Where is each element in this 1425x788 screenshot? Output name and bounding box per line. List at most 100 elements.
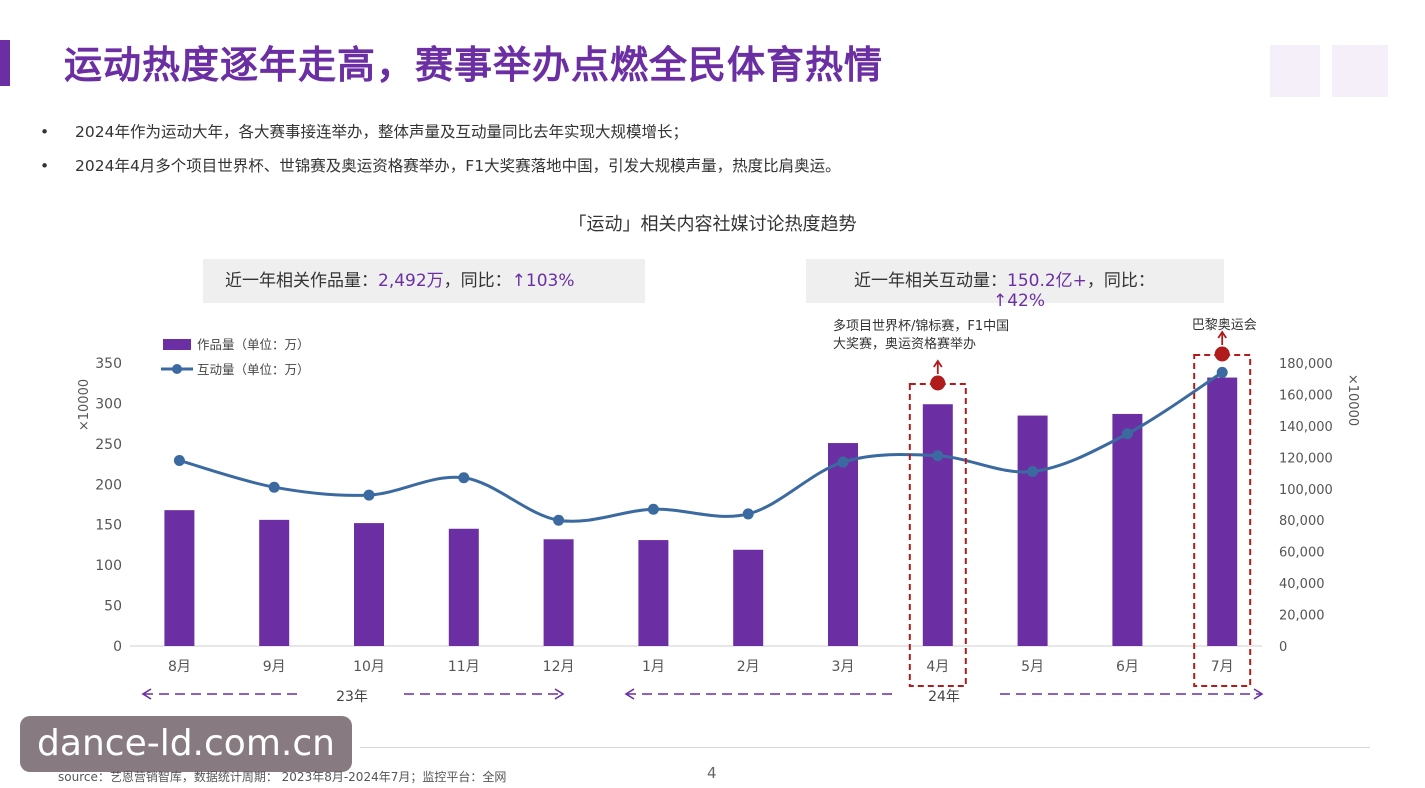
bar-works (638, 540, 669, 646)
right-tick-label: 120,000 (1279, 451, 1333, 466)
page-title: 运动热度逐年走高，赛事举办点燃全民体育热情 (64, 43, 884, 87)
right-tick-label: 20,000 (1279, 609, 1325, 624)
highlight-box (1193, 354, 1252, 687)
left-arrow-icon (141, 688, 152, 700)
interactions-yoy-label: ，同比： (1086, 271, 1155, 291)
left-tick-label: 50 (104, 599, 122, 615)
bar-works (164, 510, 195, 646)
bar-works (354, 523, 384, 646)
point-interactions (173, 454, 185, 466)
point-interactions (647, 503, 659, 515)
x-tick-label: 10月 (353, 659, 385, 675)
annotation-text: 多项目世界杯/锦标赛，F1中国 (833, 318, 1009, 334)
point-interactions (458, 472, 470, 484)
works-stat-value: 2,492万 (378, 271, 444, 291)
x-tick-label: 5月 (1021, 659, 1044, 675)
right-tick-label: 0 (1279, 640, 1287, 655)
bar-works (733, 549, 764, 646)
left-tick-label: 350 (95, 356, 122, 372)
left-arrow-icon (624, 688, 635, 700)
x-tick-label: 3月 (832, 659, 855, 675)
left-axis-label: ×10000 (77, 379, 92, 431)
right-tick-label: 100,000 (1279, 483, 1333, 498)
point-interactions (837, 456, 849, 468)
highlight-box (908, 383, 967, 687)
annotation-text: 巴黎奥运会 (1192, 318, 1257, 333)
works-growth: ↑103% (511, 271, 575, 291)
site-watermark: dance-ld.com.cn (20, 716, 352, 772)
point-interactions (268, 481, 280, 493)
right-tick-label: 40,000 (1279, 577, 1325, 592)
point-interactions (1121, 428, 1133, 440)
legend-swatch-bar (163, 339, 191, 350)
bar-works (448, 528, 479, 646)
right-arrow-icon (1253, 688, 1264, 700)
interactions-growth: ↑42% (993, 291, 1046, 311)
point-interactions (1027, 465, 1039, 477)
bullet-text: 2024年作为运动大年，各大赛事接连举办，整体声量及互动量同比去年实现大规模增长… (75, 123, 688, 141)
footer-divider (360, 747, 1370, 748)
right-tick-label: 140,000 (1279, 420, 1333, 435)
interactions-stat-box: 近一年相关互动量：150.2亿+，同比： (806, 259, 1224, 303)
page-number: 4 (707, 764, 717, 782)
legend-label: 互动量（单位：万） (197, 362, 310, 377)
logo-watermark-icon (1270, 45, 1388, 97)
works-stat-label: 近一年相关作品量： (225, 271, 378, 291)
up-arrow-icon (1217, 330, 1227, 339)
x-tick-label: 2月 (737, 659, 760, 675)
x-tick-label: 9月 (263, 659, 286, 675)
bar-works (1017, 415, 1048, 646)
bullet-item: • 2024年4月多个项目世界杯、世锦赛及奥运资格赛举办，F1大奖赛落地中国，引… (40, 152, 841, 186)
right-tick-label: 160,000 (1279, 388, 1333, 403)
works-stat-box: 近一年相关作品量：2,492万，同比：↑103% (203, 259, 645, 303)
highlight-marker (1214, 346, 1230, 362)
left-tick-label: 250 (95, 437, 122, 453)
bar-works (1207, 377, 1238, 646)
year-label: 24年 (928, 689, 960, 705)
x-tick-label: 7月 (1211, 659, 1234, 675)
legend-swatch-point (172, 364, 182, 374)
highlight-marker (930, 375, 946, 391)
left-tick-label: 0 (113, 639, 122, 655)
chart-title: 「运动」相关内容社媒讨论热度趋势 (568, 214, 857, 235)
x-tick-label: 1月 (642, 659, 665, 675)
left-tick-label: 150 (95, 518, 122, 534)
point-interactions (742, 508, 754, 520)
bullet-dot: • (40, 123, 50, 141)
interactions-stat-value: 150.2亿+ (1007, 271, 1087, 291)
point-interactions (553, 514, 565, 526)
bar-works (1112, 413, 1143, 646)
bullet-item: • 2024年作为运动大年，各大赛事接连举办，整体声量及互动量同比去年实现大规模… (40, 118, 841, 152)
works-yoy-label: ，同比： (443, 271, 512, 291)
bullet-dot: • (40, 157, 50, 175)
right-tick-label: 60,000 (1279, 546, 1325, 561)
title-accent-bar (0, 40, 10, 86)
x-tick-label: 12月 (543, 659, 575, 675)
bar-works (828, 443, 858, 646)
right-tick-label: 80,000 (1279, 514, 1325, 529)
up-arrow-icon (933, 359, 943, 368)
legend-label: 作品量（单位：万） (197, 337, 310, 352)
year-label: 23年 (336, 689, 368, 705)
point-interactions (932, 450, 944, 462)
interactions-stat-label: 近一年相关互动量： (854, 271, 1007, 291)
point-interactions (363, 489, 375, 501)
bullet-text: 2024年4月多个项目世界杯、世锦赛及奥运资格赛举办，F1大奖赛落地中国，引发大… (75, 157, 841, 175)
x-tick-label: 6月 (1116, 659, 1139, 675)
x-tick-label: 11月 (448, 659, 480, 675)
left-tick-label: 200 (95, 477, 122, 493)
x-tick-label: 4月 (926, 659, 949, 675)
source-note: source：艺恩营销智库，数据统计周期： 2023年8月-2024年7月；监控… (58, 770, 507, 784)
line-interactions (178, 371, 1224, 523)
right-axis-label: ×10000 (1345, 374, 1360, 426)
left-tick-label: 300 (95, 396, 122, 412)
point-interactions (1216, 366, 1228, 378)
right-tick-label: 180,000 (1279, 357, 1333, 372)
bar-works (922, 404, 953, 646)
left-tick-label: 100 (95, 558, 122, 574)
annotation-text: 大奖赛，奥运资格赛举办 (833, 336, 976, 352)
right-arrow-icon (554, 688, 565, 700)
bar-works (259, 519, 290, 646)
bullet-list: • 2024年作为运动大年，各大赛事接连举办，整体声量及互动量同比去年实现大规模… (40, 118, 841, 186)
